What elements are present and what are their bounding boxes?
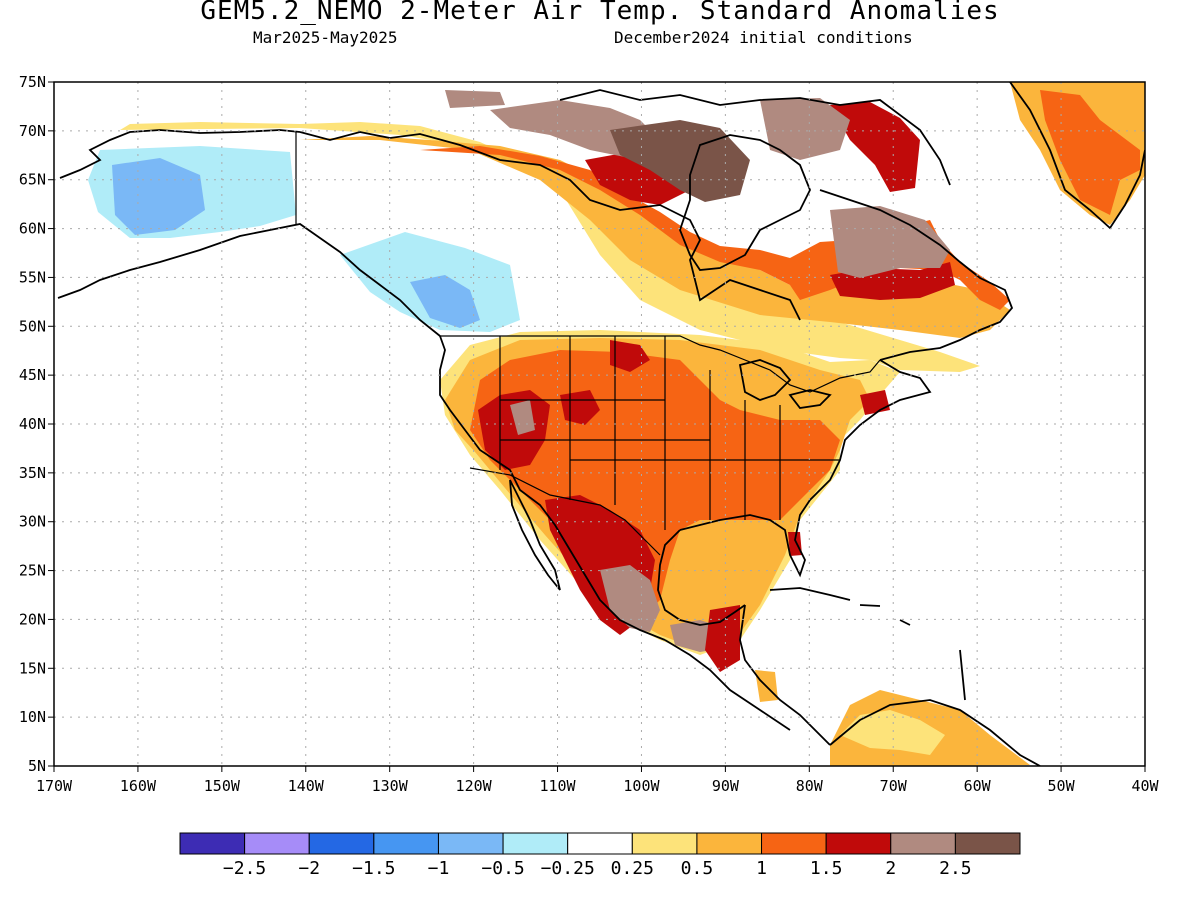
lat-label: 30N (19, 513, 46, 531)
mexico-brown (600, 565, 660, 632)
lon-label: 160W (120, 777, 157, 795)
quebec-brown (830, 206, 950, 278)
lat-label: 40N (19, 415, 46, 433)
lon-label: 80W (796, 777, 824, 795)
anomaly-fields (57, 82, 1145, 766)
lon-label: 100W (623, 777, 660, 795)
political-boundaries (295, 132, 881, 556)
colorbar-swatch (502, 832, 569, 855)
gulf-coast (657, 529, 746, 626)
lat-label: 15N (19, 659, 46, 677)
lat-label: 70N (19, 122, 46, 140)
colorbar-swatch (179, 832, 246, 855)
labrador-coast (819, 189, 1014, 361)
longitude-axis: 170W 160W 150W 140W 130W 120W 110W 100W 90W 80W 70… (36, 766, 1160, 795)
colorbar-label: 0.25 (611, 858, 654, 879)
colorbar-swatch (373, 832, 439, 855)
colorbar-swatch (890, 832, 956, 855)
forecast-period: Mar2025-May2025 (253, 28, 398, 47)
lat-label: 5N (28, 757, 46, 775)
lat-label: 55N (19, 268, 46, 286)
colorbar-labels: −2.5 −2 −1.5 −1 −0.5 −0.25 0.25 0.5 1 1.5 2 2.5 (223, 858, 972, 879)
lon-label: 60W (964, 777, 992, 795)
colorbar-label: −0.25 (541, 858, 595, 879)
us-canada-border (440, 335, 881, 393)
greenland-dark-orange (1040, 90, 1140, 215)
lat-label: 65N (19, 171, 46, 189)
colorbar-swatch (244, 832, 310, 855)
lon-label: 70W (880, 777, 908, 795)
lat-label: 35N (19, 464, 46, 482)
lon-label: 130W (372, 777, 409, 795)
nevada-brown (510, 400, 535, 435)
lat-label: 45N (19, 366, 46, 384)
lon-label: 50W (1048, 777, 1076, 795)
arctic-dark-red (830, 102, 920, 192)
coastlines (57, 82, 1145, 766)
greenland-coast (1009, 82, 1145, 230)
us-states (499, 336, 840, 530)
colorbar-label: −2.5 (223, 858, 266, 879)
lat-label: 25N (19, 562, 46, 580)
lon-label: 140W (288, 777, 325, 795)
lon-label: 150W (204, 777, 241, 795)
dakota-dark-red (610, 340, 650, 372)
south-america-coast (829, 699, 1041, 766)
us-mexico-border (469, 467, 661, 556)
lon-label: 120W (456, 777, 493, 795)
central-america-coast (664, 604, 831, 746)
latitude-axis: 75N 70N 65N 60N 55N 50N 45N 40N 35N 30N 25N 20N 15N 1… (19, 73, 54, 775)
colorbar-swatch (567, 832, 633, 855)
colorbar-swatch (308, 832, 375, 855)
lat-label: 20N (19, 610, 46, 628)
lon-label: 40W (1131, 777, 1159, 795)
initial-conditions: December2024 initial conditions (614, 28, 913, 47)
bc-blue (410, 275, 480, 328)
colorbar-swatch (954, 832, 1021, 855)
lon-label: 170W (36, 777, 73, 795)
arctic-brown-3 (760, 98, 850, 160)
hudson-bay (679, 134, 811, 271)
us-dark-orange (470, 350, 840, 620)
colorbar-label: −1.5 (352, 858, 395, 879)
southwest-dark-red (478, 390, 550, 470)
alaska-coast (57, 129, 441, 337)
lat-label: 75N (19, 73, 46, 91)
colorbar-label: −0.5 (481, 858, 524, 879)
caribbean-islands (769, 587, 966, 701)
lat-label: 60N (19, 220, 46, 238)
map-title: GEM5.2_NEMO 2-Meter Air Temp. Standard A… (200, 0, 1000, 26)
colorbar-label: 1 (756, 858, 767, 879)
colorbar (179, 832, 1021, 855)
colorbar-label: −1 (428, 858, 450, 879)
florida-dark-red (788, 532, 802, 556)
colorbar-swatch (631, 832, 698, 855)
lat-label: 50N (19, 317, 46, 335)
mexico-west-coast (439, 335, 666, 641)
alaska-blue (112, 158, 205, 235)
colorbar-label: 0.5 (681, 858, 714, 879)
colorbar-swatch (437, 832, 504, 855)
colorbar-label: 2 (885, 858, 896, 879)
colorbar-swatch (761, 832, 827, 855)
central-america-red (705, 605, 740, 672)
colorbar-label: −2 (298, 858, 320, 879)
colorbar-swatch (696, 832, 763, 855)
lon-label: 110W (539, 777, 576, 795)
colorbar-label: 2.5 (939, 858, 972, 879)
lon-label: 90W (712, 777, 740, 795)
lat-label: 10N (19, 708, 46, 726)
us-east-coast (679, 359, 932, 578)
baffin-brown (445, 90, 505, 108)
graticule (54, 82, 1145, 766)
colorbar-label: 1.5 (810, 858, 843, 879)
colorbar-swatch (825, 832, 892, 855)
south-america-yellow (840, 710, 945, 755)
